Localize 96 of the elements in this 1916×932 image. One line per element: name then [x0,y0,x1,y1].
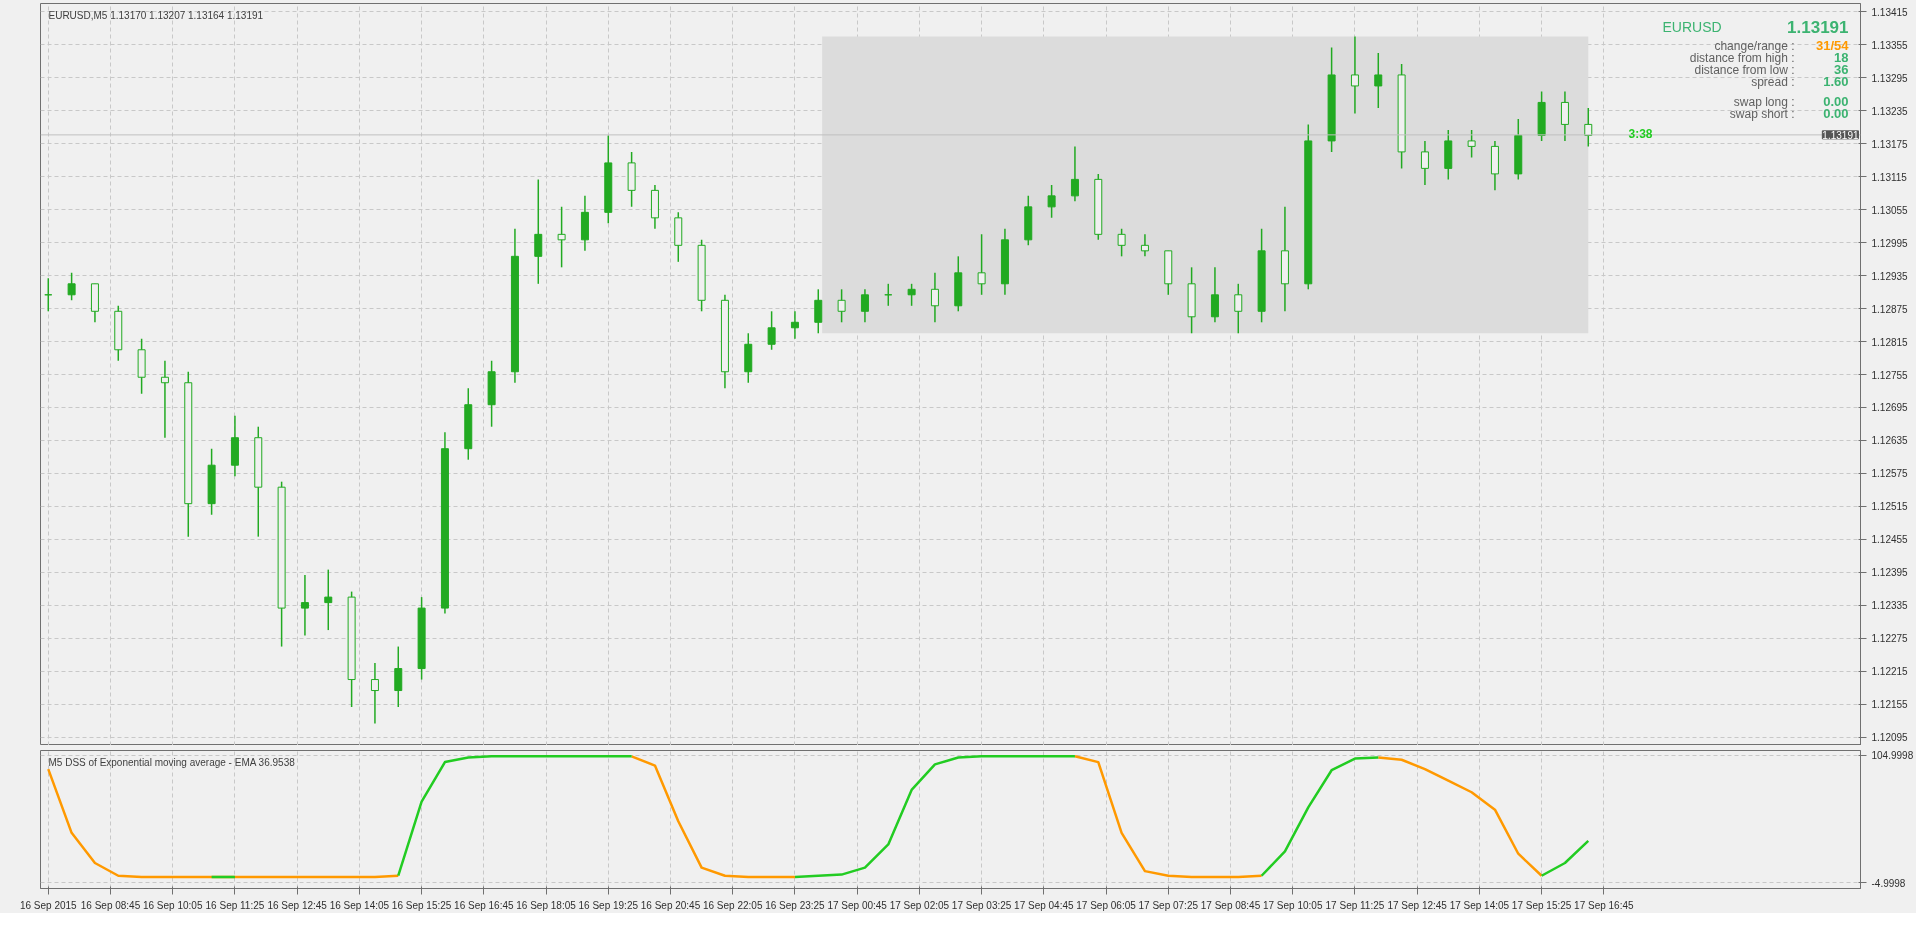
y-tick-label: 1.12815 [1871,336,1909,348]
candlestick [1420,140,1429,186]
candlestick [300,574,309,637]
candlestick [1070,145,1079,203]
candlestick [837,288,846,324]
annotation: 3:38 [1628,126,1653,141]
x-tick-label: 17 Sep 16:45 [1574,899,1635,911]
candlestick [1374,52,1383,109]
candlestick [1234,283,1243,335]
annotation: swap long : [1733,94,1795,109]
y-tick-label: 1.12095 [1871,732,1909,744]
x-tick-label: 17 Sep 02:05 [889,899,950,911]
y-tick-label: 1.13295 [1871,72,1909,84]
candlestick [534,178,543,285]
annotation: change/range : [1714,38,1795,53]
y-tick-label: -4.9998 [1871,877,1906,889]
y-tick-label: 1.13175 [1871,138,1909,150]
annotation: 0.00 [1823,94,1849,109]
y-tick-label: 1.12275 [1871,633,1909,645]
candlestick [67,272,76,302]
x-tick-label: 16 Sep 19:25 [578,899,639,911]
candlestick [930,272,939,324]
x-tick-label: 16 Sep 22:05 [702,899,763,911]
annotation: distance from high : [1689,50,1795,65]
candlestick [1560,90,1569,142]
y-tick-label: 1.12875 [1871,303,1909,315]
x-tick-label: 16 Sep 08:45 [80,899,141,911]
candlestick [1140,233,1149,258]
y-tick-label: 1.12995 [1871,237,1909,249]
candlestick [907,283,916,307]
annotation: distance from low : [1694,62,1795,77]
x-tick-label: 16 Sep 18:05 [516,899,577,911]
y-tick-label: 1.12335 [1871,600,1909,612]
candlestick [1350,35,1359,115]
text: M5 DSS of Exponential moving average - EMA 36.9538 [48,757,296,768]
y-tick-label: 1.12395 [1871,567,1909,579]
candlestick [370,662,379,725]
annotation: spread : [1751,74,1795,89]
x-tick-label: 17 Sep 14:05 [1449,899,1510,911]
y-tick-label: 1.12575 [1871,468,1909,480]
x-tick-label: 16 Sep 15:25 [391,899,452,911]
x-tick-label: 17 Sep 15:25 [1511,899,1572,911]
y-tick-label: 1.13055 [1871,204,1909,216]
y-tick-label: 1.13115 [1871,171,1908,183]
candlestick [1210,266,1219,324]
x-tick-label: 17 Sep 06:05 [1076,899,1137,911]
candlestick [977,233,986,296]
x-tick-label: 16 Sep 20:45 [640,899,701,911]
x-tick-label: 17 Sep 03:25 [951,899,1012,911]
text: EURUSD,M5 1.13170 1.13207 1.13164 1.13191 [48,10,264,21]
x-tick-label: 17 Sep 00:45 [827,899,888,911]
candlestick [1467,129,1476,159]
annotation: 31/54 [1815,38,1850,53]
candlestick [324,568,333,631]
annotation: EURUSD [1662,18,1722,35]
x-tick-label: 17 Sep 07:25 [1138,899,1199,911]
x-tick-label: 17 Sep 11:25 [1325,899,1385,911]
x-tick-label: 16 Sep 2015 [19,899,78,911]
x-tick-label: 17 Sep 12:45 [1387,899,1448,911]
candlestick [790,310,799,340]
x-tick-label: 17 Sep 04:45 [1014,899,1075,911]
candlestick [814,288,823,335]
x-tick-label: 16 Sep 14:05 [329,899,390,911]
candlestick [1047,184,1056,219]
y-tick-label: 1.12455 [1871,534,1909,546]
annotation: 1.60 [1823,74,1849,89]
x-tick-label: 16 Sep 10:05 [142,899,203,911]
x-tick-label: 16 Sep 23:25 [765,899,826,911]
x-tick-label: 17 Sep 10:05 [1262,899,1323,911]
annotation: 18 [1834,50,1849,65]
y-tick-label: 1.13355 [1871,39,1909,51]
candlestick [557,206,566,269]
x-tick-label: 16 Sep 11:25 [205,899,265,911]
y-tick-label: 1.12935 [1871,270,1909,282]
annotation: 1.13191 [1787,17,1849,37]
y-tick-label: 1.12155 [1871,699,1909,711]
x-tick-label: 16 Sep 16:45 [454,899,515,911]
x-tick-label: 16 Sep 12:45 [267,899,328,911]
candlestick [1117,228,1126,258]
annotation: swap short : [1729,106,1795,121]
y-tick-label: 1.12635 [1871,435,1909,447]
ref-line-label: 1.13191 [1822,129,1859,141]
candlestick [767,310,776,351]
y-tick-label: 1.13415 [1871,6,1909,18]
candlestick [860,288,869,324]
y-tick-label: 1.12755 [1871,369,1909,381]
annotation: 36 [1834,62,1849,77]
y-tick-label: 1.12515 [1871,501,1909,513]
annotation: 0.00 [1823,106,1849,121]
x-tick-label: 17 Sep 08:45 [1200,899,1261,911]
candlestick [394,645,403,708]
y-tick-label: 1.13235 [1871,105,1909,117]
y-tick-label: 104.9998 [1871,750,1914,762]
candlestick [160,360,169,439]
y-tick-label: 1.12215 [1871,666,1909,678]
y-tick-label: 1.12695 [1871,402,1909,414]
